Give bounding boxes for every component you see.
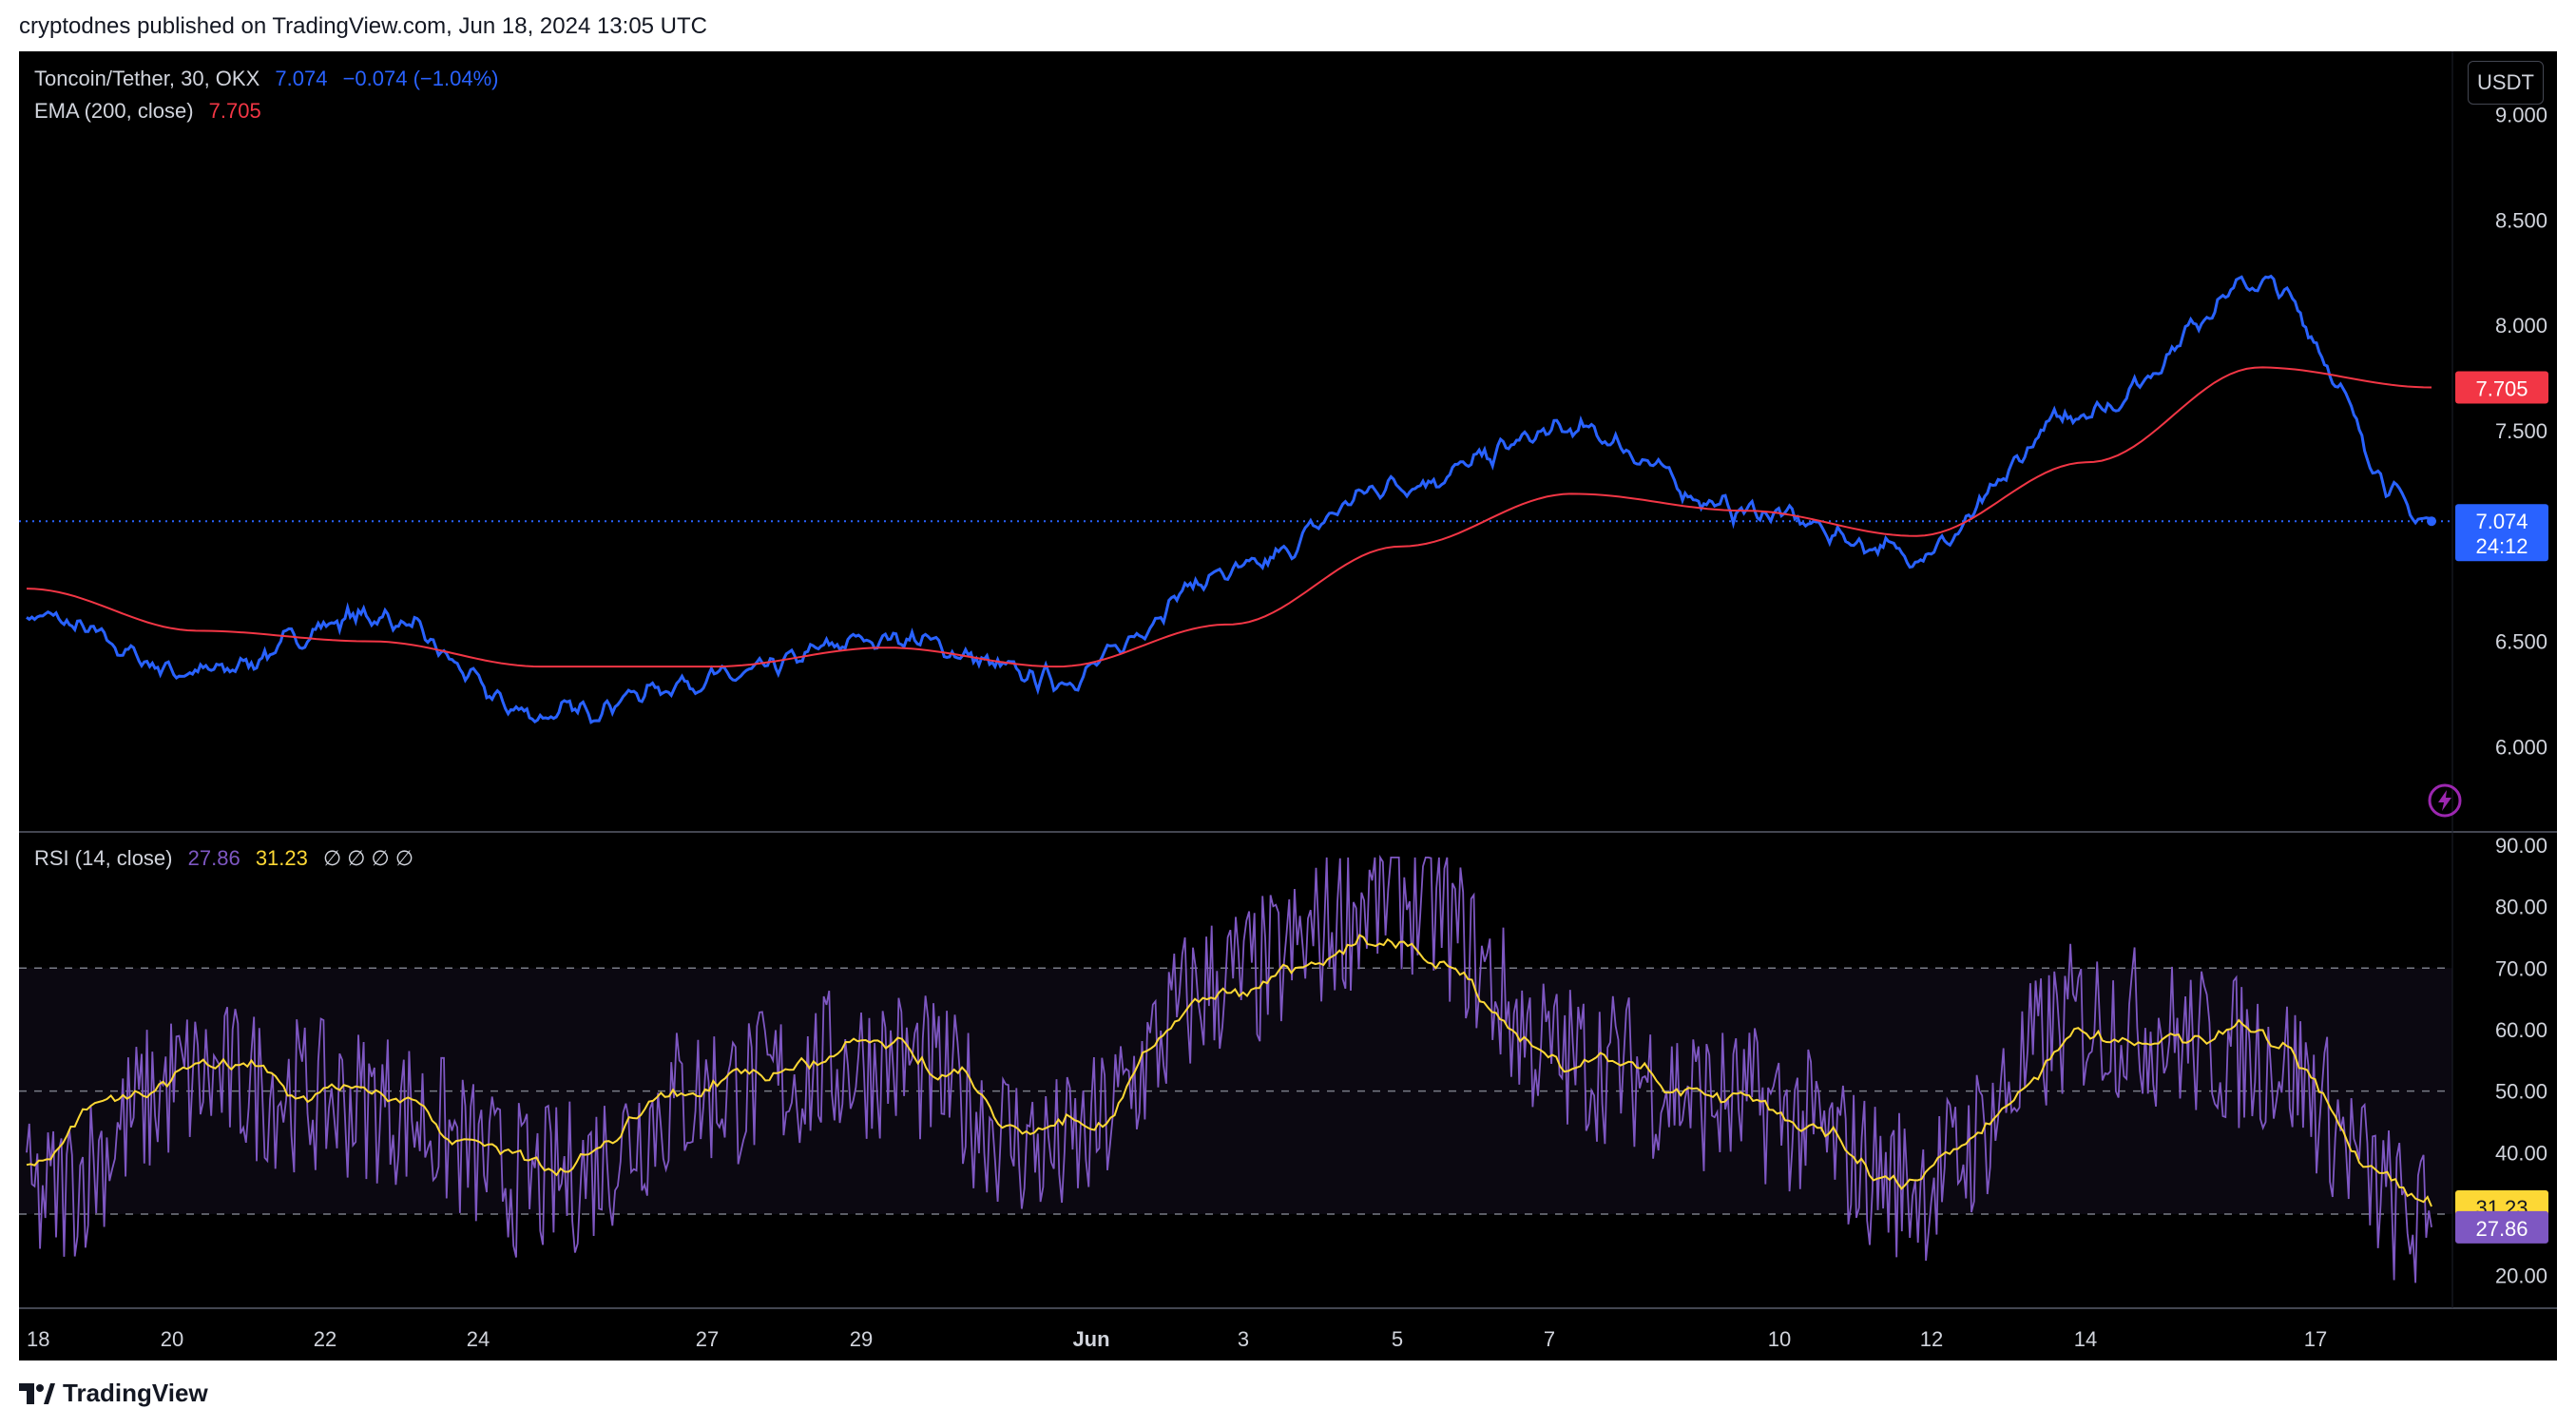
time-tick-label: 5 [1392, 1327, 1403, 1351]
time-tick-label: 12 [1920, 1327, 1943, 1351]
price-tick-label: 6.500 [2495, 630, 2547, 654]
last-price-tag-bg [2455, 504, 2548, 562]
chart-svg[interactable]: 9.000 8.500 8.000 7.500 6.500 6.000 90.00 80.00… [19, 51, 2557, 1360]
ema-price-tag-bg [2455, 371, 2548, 404]
rsi-tick-label: 50.00 [2495, 1080, 2547, 1104]
time-tick-label: 18 [27, 1327, 49, 1351]
time-tick-label: 27 [696, 1327, 719, 1351]
rsi-ma-series-line [26, 934, 2432, 1207]
ema-label[interactable]: EMA (200, close) [34, 99, 194, 123]
rsi-ma-value: 31.23 [255, 846, 308, 870]
last-price-tag-text: 24:12 [2475, 534, 2528, 558]
axes: 9.000 8.500 8.000 7.500 6.500 6.000 90.00 80.00… [19, 51, 2557, 1351]
last-price-tag-text: 7.074 [2475, 510, 2528, 533]
price-tick-label: 7.500 [2495, 419, 2547, 443]
ema-legend[interactable]: EMA (200, close) 7.705 [34, 99, 271, 124]
time-tick-label: 29 [850, 1327, 873, 1351]
price-pane [19, 274, 2452, 724]
symbol-label[interactable]: Toncoin/Tether, 30, OKX [34, 67, 260, 90]
rsi-tick-label: 70.00 [2495, 956, 2547, 980]
time-tick-label: 20 [161, 1327, 183, 1351]
rsi-legend[interactable]: RSI (14, close) 27.86 31.23 ∅ ∅ ∅ ∅ [34, 846, 423, 871]
change-value: −0.074 (−1.04%) [342, 67, 499, 90]
rsi-extra-values: ∅ ∅ ∅ ∅ [323, 846, 413, 870]
chart-frame[interactable]: 9.000 8.500 8.000 7.500 6.500 6.000 90.00 80.00… [19, 51, 2557, 1360]
time-tick-label: 14 [2074, 1327, 2097, 1351]
rsi-tick-label: 60.00 [2495, 1018, 2547, 1042]
brand-label: TradingView [63, 1379, 208, 1407]
rsi-tick-label: 40.00 [2495, 1141, 2547, 1165]
price-tick-label: 9.000 [2495, 103, 2547, 126]
last-price-dot [2427, 516, 2436, 527]
time-tick-label: 7 [1544, 1327, 1555, 1351]
rsi-series-line [26, 854, 2432, 1283]
tradingview-brand[interactable]: TradingView [19, 1379, 208, 1408]
rsi-label[interactable]: RSI (14, close) [34, 846, 173, 870]
rsi-tag-text: 27.86 [2475, 1217, 2528, 1241]
rsi-tick-label: 80.00 [2495, 896, 2547, 919]
ema-price-tag: 7.705 [2455, 371, 2548, 404]
price-legend[interactable]: Toncoin/Tether, 30, OKX 7.074 −0.074 (−1… [34, 67, 508, 91]
time-tick-label: 3 [1238, 1327, 1249, 1351]
price-series-line [26, 274, 2433, 724]
time-tick-label: 22 [314, 1327, 336, 1351]
price-tick-label: 6.000 [2495, 735, 2547, 759]
rsi-tick-label: 20.00 [2495, 1264, 2547, 1288]
rsi-tag: 27.86 [2455, 1210, 2548, 1244]
time-tick-label: 17 [2304, 1327, 2327, 1351]
time-tick-label: 24 [467, 1327, 490, 1351]
tradingview-logo-icon [19, 1382, 55, 1404]
time-tick-label: 10 [1768, 1327, 1791, 1351]
rsi-value: 27.86 [187, 846, 240, 870]
time-tick-label: Jun [1072, 1327, 1109, 1351]
ema-value: 7.705 [208, 99, 261, 123]
published-caption: cryptodnes published on TradingView.com,… [19, 13, 708, 39]
price-tick-label: 8.000 [2495, 314, 2547, 338]
rsi-pane [19, 854, 2452, 1283]
lightning-icon[interactable] [2428, 783, 2462, 818]
ema-series-line [26, 366, 2432, 668]
last-price-value: 7.074 [275, 67, 328, 90]
currency-button[interactable]: USDT [2468, 61, 2544, 105]
price-tick-label: 8.500 [2495, 208, 2547, 232]
rsi-tick-label: 90.00 [2495, 834, 2547, 858]
ema-price-tag-text: 7.705 [2475, 376, 2528, 400]
rsi-tag-bg [2455, 1210, 2548, 1244]
